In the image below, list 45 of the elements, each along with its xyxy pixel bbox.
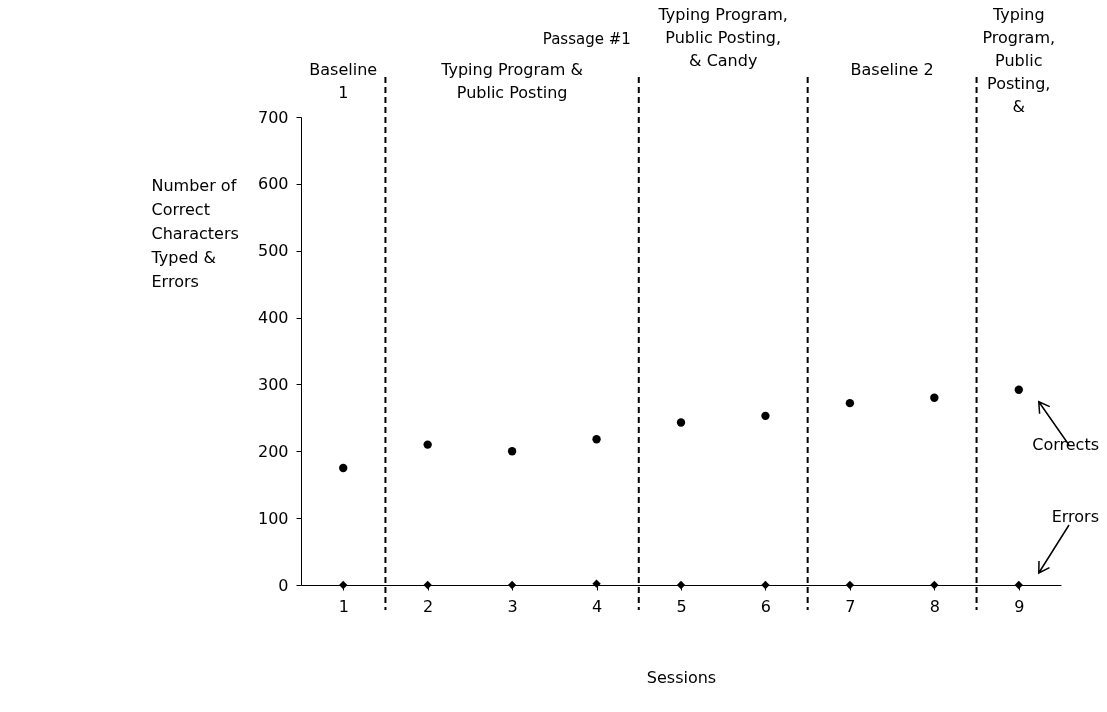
text: Typing Program & Public Posting (440, 60, 584, 102)
text: Errors (1051, 507, 1099, 526)
point (761, 411, 770, 421)
text: Typing Program, Public Posting, & Candy (657, 5, 788, 70)
y-tick-label: 400 (257, 308, 289, 328)
x-tick-label: 1 (338, 596, 349, 616)
text: Baseline 2 (850, 60, 934, 79)
x-axis-title: Sessions (646, 667, 717, 687)
text: Baseline 1 (309, 60, 378, 102)
point (930, 393, 939, 402)
x-tick-label: 9 (1014, 596, 1025, 616)
y-axis-title: Number of Correct Characters Typed & Errors (150, 175, 239, 291)
x-tick-label: 8 (929, 596, 940, 616)
x-tick-label: 7 (845, 596, 856, 616)
y-tick-label: 0 (278, 575, 289, 595)
point (676, 418, 686, 427)
ref-line-label: Passage #1 (542, 30, 631, 48)
text: Corrects (1032, 435, 1099, 454)
point (507, 447, 517, 456)
point (1014, 385, 1023, 394)
x-tick-label: 6 (760, 596, 772, 616)
point (930, 580, 939, 590)
y-tick-label: 100 (257, 508, 289, 528)
point (845, 398, 855, 408)
x-tick-label: 5 (676, 596, 687, 616)
point (339, 580, 348, 590)
point (507, 580, 517, 590)
y-tick-label: 300 (257, 374, 289, 394)
x-tick-label: 4 (591, 596, 603, 616)
y-tick-label: 700 (257, 107, 289, 127)
point (423, 440, 432, 449)
x-tick-label: 3 (507, 596, 518, 616)
y-tick-label: 200 (257, 441, 289, 461)
point (592, 435, 601, 444)
y-tick-label: 600 (257, 174, 289, 194)
point (845, 580, 855, 590)
point (676, 580, 686, 590)
point (339, 463, 348, 473)
point (761, 580, 770, 590)
y-tick-label: 500 (257, 241, 289, 261)
point (423, 580, 432, 590)
x-tick-label: 2 (423, 596, 434, 616)
point (1014, 580, 1023, 590)
text: Typing Program, Public Posting, & (982, 5, 1056, 116)
point (592, 579, 601, 588)
